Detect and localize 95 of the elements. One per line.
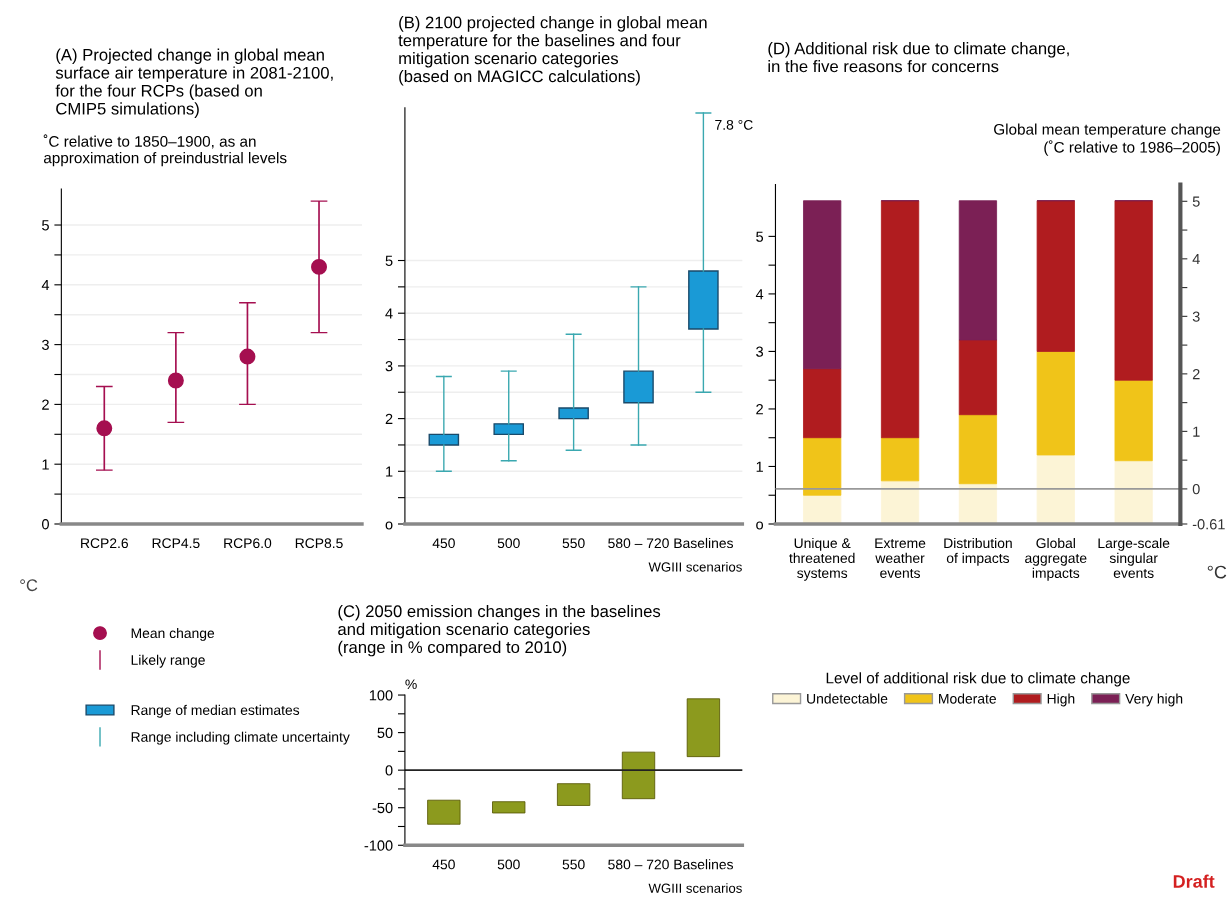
bar	[958, 339, 998, 416]
x-tick-label: 550	[562, 538, 585, 549]
bar	[1036, 351, 1075, 456]
text: °C	[1207, 565, 1227, 579]
bar	[1114, 460, 1153, 524]
x-tick-label: 500	[497, 859, 520, 870]
y-tick-label: 0	[42, 519, 49, 530]
bar	[621, 751, 656, 800]
chart-title: (C) 2050 emission changes in the baselines and mitigation scenario categories (range in % compared to 2010)	[338, 604, 661, 657]
bar	[556, 783, 591, 806]
bar	[1036, 200, 1075, 352]
bar	[880, 437, 920, 482]
legend-label: High	[1047, 693, 1075, 707]
x-tick-label: Baselines	[674, 859, 734, 870]
bar	[803, 437, 842, 496]
x-tick-label: Extreme weather events	[875, 538, 926, 579]
text: °C	[20, 579, 38, 592]
bar	[686, 698, 721, 758]
y-tick-label: -100	[364, 840, 393, 851]
text: Draft	[1173, 874, 1215, 888]
chart-title: (D) Additional risk due to climate change, in the five reasons for concerns	[768, 42, 1069, 73]
y-tick-label: 3	[385, 361, 393, 372]
y-tick-label: 1	[386, 466, 393, 477]
y2-tick-label: 0	[1192, 484, 1200, 495]
y-tick-label: o	[756, 521, 764, 530]
y-tick-label: 1	[756, 461, 763, 472]
annotation: 7.8 °C	[715, 119, 753, 130]
bar	[492, 801, 526, 814]
x-tick-label: Distribution of impacts	[944, 537, 1012, 566]
bar	[427, 799, 461, 825]
y-tick-label: 5	[385, 255, 393, 266]
y2-tick-label: 4	[1192, 254, 1200, 265]
y2-axis-title: Global mean temperature change (˚C relative to 1986–2005)	[994, 123, 1221, 156]
y-tick-label: -50	[372, 802, 393, 814]
bar	[958, 200, 998, 341]
bar	[1114, 379, 1153, 462]
legend-title: Level of additional risk due to climate change	[826, 672, 1130, 687]
bar	[803, 200, 842, 370]
point	[239, 348, 256, 365]
point	[167, 372, 184, 389]
x-tick-label: RCP2.6	[81, 538, 128, 549]
x-tick-label: RCP6.0	[224, 538, 272, 549]
y-tick-label: 5	[756, 231, 764, 242]
text: Likely range	[131, 654, 205, 668]
x-tick-label: RCP4.5	[152, 538, 200, 549]
y2-tick-label: -0.61	[1192, 519, 1225, 530]
y-tick-label: 4	[385, 308, 393, 319]
legend-label: Undetectable	[807, 693, 888, 704]
x-tick-label: 450	[432, 859, 455, 870]
bar	[958, 414, 998, 485]
x-tick-label: RCP8.5	[295, 538, 343, 549]
y-tick-label: 4	[755, 289, 764, 300]
x-tick-label: 580 – 720	[608, 538, 669, 549]
x-axis-title: WGIII scenarios	[648, 561, 742, 572]
x-tick-label: Unique & threatened systems	[789, 537, 855, 581]
text: Range including climate uncertainty	[131, 731, 350, 745]
legend-label: Very high	[1125, 693, 1183, 707]
y2-tick-label: 5	[1192, 196, 1200, 207]
x-tick-label: Global aggregate impacts	[1025, 537, 1087, 581]
chart-title: (B) 2100 projected change in global mean temperature for the baselines and four mitigation scenario categories (based on MAGICC calculations)	[398, 16, 707, 86]
y-tick-label: 100	[369, 690, 393, 701]
y-tick-label: 4	[41, 280, 50, 291]
legend-label: Range of median estimates	[131, 704, 300, 718]
legend-label: Mean change	[131, 627, 215, 641]
y-tick-label: 5	[42, 220, 49, 231]
x-axis-title: WGIII scenarios	[648, 883, 742, 893]
bar	[1036, 454, 1075, 524]
y-tick-label: 3	[41, 339, 49, 351]
y-axis-title: %	[405, 679, 417, 690]
x-tick-label: 580 – 720	[608, 859, 669, 870]
y2-tick-label: 2	[1192, 368, 1200, 380]
y-tick-label: o	[385, 521, 393, 530]
y-tick-label: 2	[385, 413, 393, 424]
y-tick-label: 2	[756, 404, 763, 415]
y-tick-label: 1	[42, 459, 49, 470]
y-tick-label: 2	[42, 399, 49, 410]
x-tick-label: 550	[562, 859, 585, 870]
x-tick-label: 450	[432, 538, 455, 549]
y-tick-label: 3	[756, 346, 764, 357]
bar	[880, 200, 920, 439]
y2-tick-label: 1	[1193, 426, 1200, 437]
point	[96, 420, 113, 437]
y-tick-label: 0	[385, 765, 393, 776]
bar	[803, 368, 842, 439]
legend-label: Moderate	[939, 693, 996, 704]
x-tick-label: Baselines	[674, 537, 734, 549]
x-tick-label: 500	[497, 538, 520, 549]
y2-tick-label: 3	[1192, 311, 1200, 322]
chart-title: (A) Projected change in global mean surface air temperature in 2081-2100, for the four RCPs (based on CMIP5 simulations)	[55, 48, 333, 118]
bar	[803, 494, 842, 524]
point	[311, 258, 327, 275]
y-tick-label: 50	[377, 727, 393, 739]
y-axis-title: ˚C relative to 1850–1900, as an approximation of preindustrial levels	[43, 134, 287, 167]
x-tick-label: Large-scale singular events	[1098, 537, 1170, 579]
bar	[1114, 200, 1153, 381]
